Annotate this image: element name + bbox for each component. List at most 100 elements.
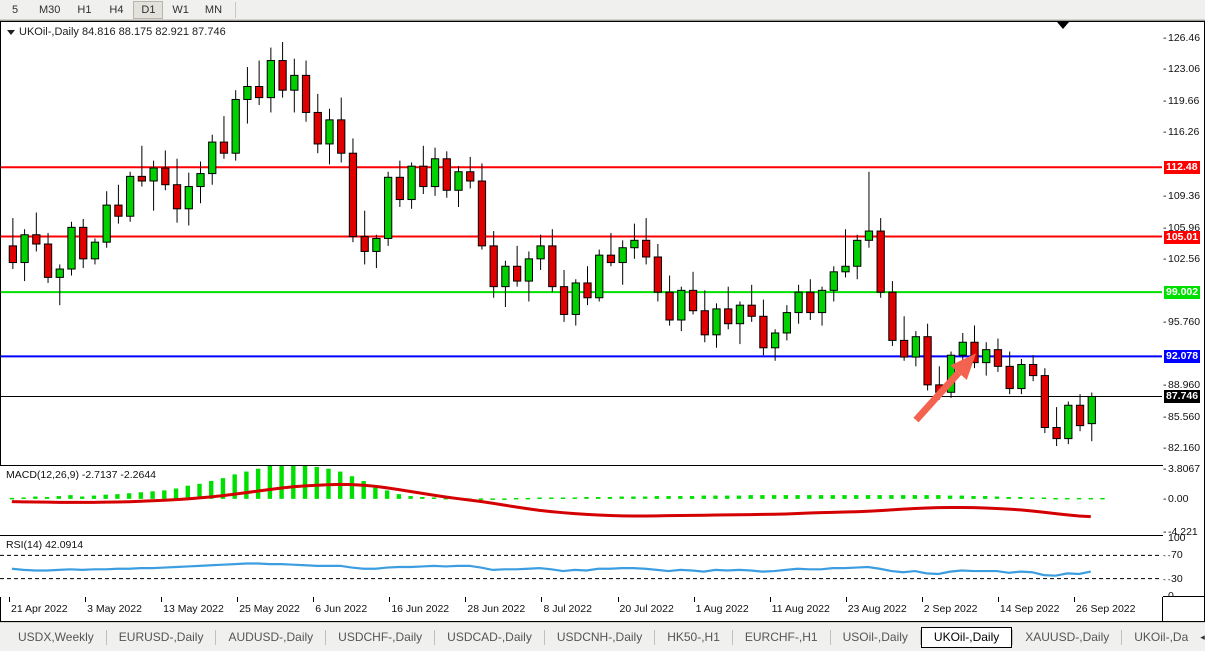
chart-tab-ukoil-daily[interactable]: UKOil-,Daily (920, 626, 1013, 648)
price-tick-label: 123.06 (1168, 63, 1201, 76)
price-marker-label-99.002[interactable]: 99.002 (1164, 286, 1201, 300)
rsi-axis-tick: - -30 (1163, 572, 1183, 585)
chart-tab-usdchf-daily[interactable]: USDCHF-,Daily (338, 630, 423, 644)
price-tick: -123.06 (1163, 63, 1201, 76)
chart-tab-usdcnh-daily[interactable]: USDCNH-,Daily (556, 630, 643, 644)
price-tick-label: 126.46 (1168, 31, 1201, 44)
date-tick-mark (85, 597, 87, 602)
chart-tab-ukoil-da[interactable]: UKOil-,Da (1134, 630, 1189, 644)
date-tick-mark (389, 597, 391, 602)
chart-tab-bar: USDX,Weekly EURUSD-,Daily AUDUSD-,Daily USD… (0, 622, 1205, 651)
chart-tab-eurchf-h1[interactable]: EURCHF-,H1 (744, 630, 818, 644)
date-tick-label: 20 Jul 2022 (619, 603, 674, 615)
macd-canvas (9, 466, 1105, 519)
date-tick-label: 21 Apr 2022 (11, 603, 68, 615)
date-tick-label: 8 Jul 2022 (543, 603, 592, 615)
rsi-axis-tick: 100 (1163, 532, 1205, 544)
price-tick-label: 95.760 (1168, 316, 1201, 329)
chart-tab-usoil-daily[interactable]: USOil-,Daily (842, 630, 908, 644)
date-tick-mark (845, 597, 847, 602)
price-tick-label: 82.160 (1168, 442, 1201, 455)
timeframe-button-m30[interactable]: M30 (39, 3, 61, 16)
date-tick-mark (465, 597, 467, 602)
date-tick-label: 6 Jun 2022 (315, 603, 368, 615)
date-tick-mark (9, 597, 10, 602)
date-tick-label: 11 Aug 2022 (771, 603, 830, 615)
date-tick-mark (693, 597, 695, 602)
chevron-down-icon[interactable] (7, 29, 15, 35)
chart-frame: UKOil-,Daily 84.816 88.175 82.921 87.746… (0, 20, 1205, 622)
tab-divider (654, 629, 656, 645)
chart-tab-xauusd-daily[interactable]: XAUUSD-,Daily (1025, 630, 1110, 644)
timeframe-button-w1[interactable]: W1 (172, 3, 189, 16)
chart-tab-hk50-h1[interactable]: HK50-,H1 (667, 630, 720, 644)
macd-axis-tick: - -4.221 (1163, 526, 1198, 538)
date-scale[interactable]: 21 Apr 2022 3 May 2022 13 May 2022 25 May 2… (0, 597, 1163, 622)
tab-divider (1121, 629, 1123, 645)
rsi-axis-tick: 0 (1163, 590, 1205, 602)
candlestick-canvas (1, 42, 1162, 447)
date-tick-label: 1 Aug 2022 (695, 603, 749, 615)
timeframe-button-h4[interactable]: H4 (109, 3, 124, 16)
macd-pane[interactable]: MACD(12,26,9) -2.7137 -2.2644 (0, 465, 1163, 535)
price-marker-label-92.078[interactable]: 92.078 (1164, 350, 1201, 364)
tab-divider (731, 629, 733, 645)
date-tick-mark (161, 597, 163, 602)
date-tick-mark (541, 597, 543, 602)
tab-scroll-controls: ◂ ▸ (1200, 632, 1205, 643)
price-marker-label-87.746[interactable]: 87.746 (1164, 390, 1201, 404)
tab-divider (829, 629, 831, 645)
chart-top-marker (1056, 22, 1069, 29)
timeframe-button-mn[interactable]: MN (204, 3, 223, 16)
rsi-title: RSI(14) 42.0914 (6, 539, 84, 551)
scale-corner (1163, 597, 1205, 622)
chart-tab-audusd-daily[interactable]: AUDUSD-,Daily (228, 630, 314, 644)
chart-tab-usdcad-daily[interactable]: USDCAD-,Daily (447, 630, 532, 644)
chart-symbol-label[interactable]: UKOil-,Daily 84.816 88.175 82.921 87.746 (7, 26, 226, 38)
date-tick-label: 3 May 2022 (87, 603, 142, 615)
toolbar-divider (235, 1, 237, 18)
date-tick-mark (617, 597, 619, 602)
price-marker-label-112.48[interactable]: 112.48 (1164, 161, 1200, 175)
date-tick-mark (769, 597, 771, 602)
price-tick: -82.160 (1163, 442, 1201, 455)
date-tick-label: 28 Jun 2022 (467, 603, 526, 615)
price-tick-label: 102.56 (1168, 253, 1201, 266)
price-marker-label-105.01[interactable]: 105.01 (1164, 230, 1201, 244)
price-tick: -126.46 (1163, 31, 1201, 44)
date-tick-mark (237, 597, 239, 602)
rsi-axis-tick: - -70 (1163, 549, 1183, 562)
price-tick-label: 116.26 (1168, 126, 1200, 139)
price-tick: -109.36 (1163, 190, 1201, 203)
macd-axis-tick: -3.8067 (1163, 463, 1201, 475)
chart-tab-eurusd-daily[interactable]: EURUSD-,Daily (118, 630, 204, 644)
price-tick-label: 88.960 (1168, 379, 1201, 392)
price-scale[interactable]: -126.46-123.06-119.66-116.26-109.36-105.… (1163, 21, 1205, 602)
tab-divider (1012, 629, 1014, 645)
rsi-axis-label: 0 (1168, 590, 1174, 602)
date-tick-label: 14 Sep 2022 (999, 603, 1060, 615)
date-tick-label: 2 Sep 2022 (923, 603, 978, 615)
rsi-pane[interactable]: RSI(14) 42.0914 (0, 535, 1163, 598)
timeframe-button-h1[interactable]: H1 (77, 3, 92, 16)
macd-axis-label: -4.221 (1168, 526, 1198, 538)
tab-scroll-left-icon[interactable]: ◂ (1200, 631, 1205, 642)
macd-axis-tick: -0.00 (1163, 492, 1189, 505)
chart-symbol-text: UKOil-,Daily 84.816 88.175 82.921 87.746 (19, 26, 226, 38)
tab-divider (105, 629, 107, 645)
macd-axis-label: 0.00 (1168, 492, 1189, 505)
chart-tab-usdx-weekly[interactable]: USDX,Weekly (18, 630, 94, 644)
up-arrow-annotation[interactable] (913, 353, 976, 423)
rsi-axis-label: 30 (1171, 572, 1183, 585)
price-tick-label: 85.560 (1168, 410, 1201, 423)
date-tick-label: 16 Jun 2022 (391, 603, 450, 615)
date-tick-label: 13 May 2022 (163, 603, 224, 615)
timeframe-button-5[interactable]: 5 (11, 3, 19, 16)
tab-divider (543, 629, 545, 645)
macd-axis-label: 3.8067 (1168, 463, 1201, 475)
macd-title: MACD(12,26,9) -2.7137 -2.2644 (6, 469, 156, 481)
price-tick: -116.26 (1163, 126, 1200, 139)
timeframe-toolbar: 5 M30 H1 H4 D1 W1 MN (0, 0, 1205, 20)
timeframe-button-d1[interactable]: D1 (133, 0, 164, 19)
